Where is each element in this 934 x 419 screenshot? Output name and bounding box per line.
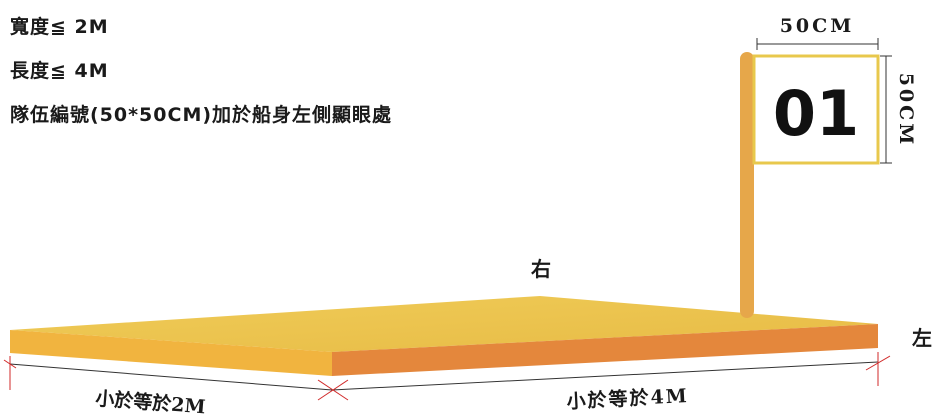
spec-width-text: 寬度≦ 2M: [10, 16, 109, 38]
board-top-surface: [10, 296, 878, 352]
board-front-left-face: [10, 330, 332, 376]
length-dimension-label: 小於等於4M: [566, 384, 689, 413]
board-front-right-face: [332, 324, 878, 376]
flag-width-label: 50CM: [780, 15, 855, 37]
flag-height-dimension: [880, 55, 892, 164]
dimension-ticks: [3, 352, 891, 401]
spec-team-number-text: 隊伍編號(50*50CM)加於船身左側顯眼處: [10, 104, 393, 126]
right-side-label: 右: [531, 257, 551, 281]
flag-frame: [752, 54, 880, 165]
width-dimension-label: 小於等於2M: [95, 387, 207, 419]
spec-length-text: 長度≦ 4M: [10, 60, 109, 82]
flag-width-dimension: [756, 38, 879, 50]
left-side-label: 左: [912, 326, 932, 350]
width-dimension-line: [9, 363, 333, 391]
flag-number: 01: [773, 77, 859, 150]
flag-height-label: 50CM: [895, 73, 917, 148]
length-dimension-line: [331, 361, 879, 391]
flag-pole: [740, 52, 754, 318]
